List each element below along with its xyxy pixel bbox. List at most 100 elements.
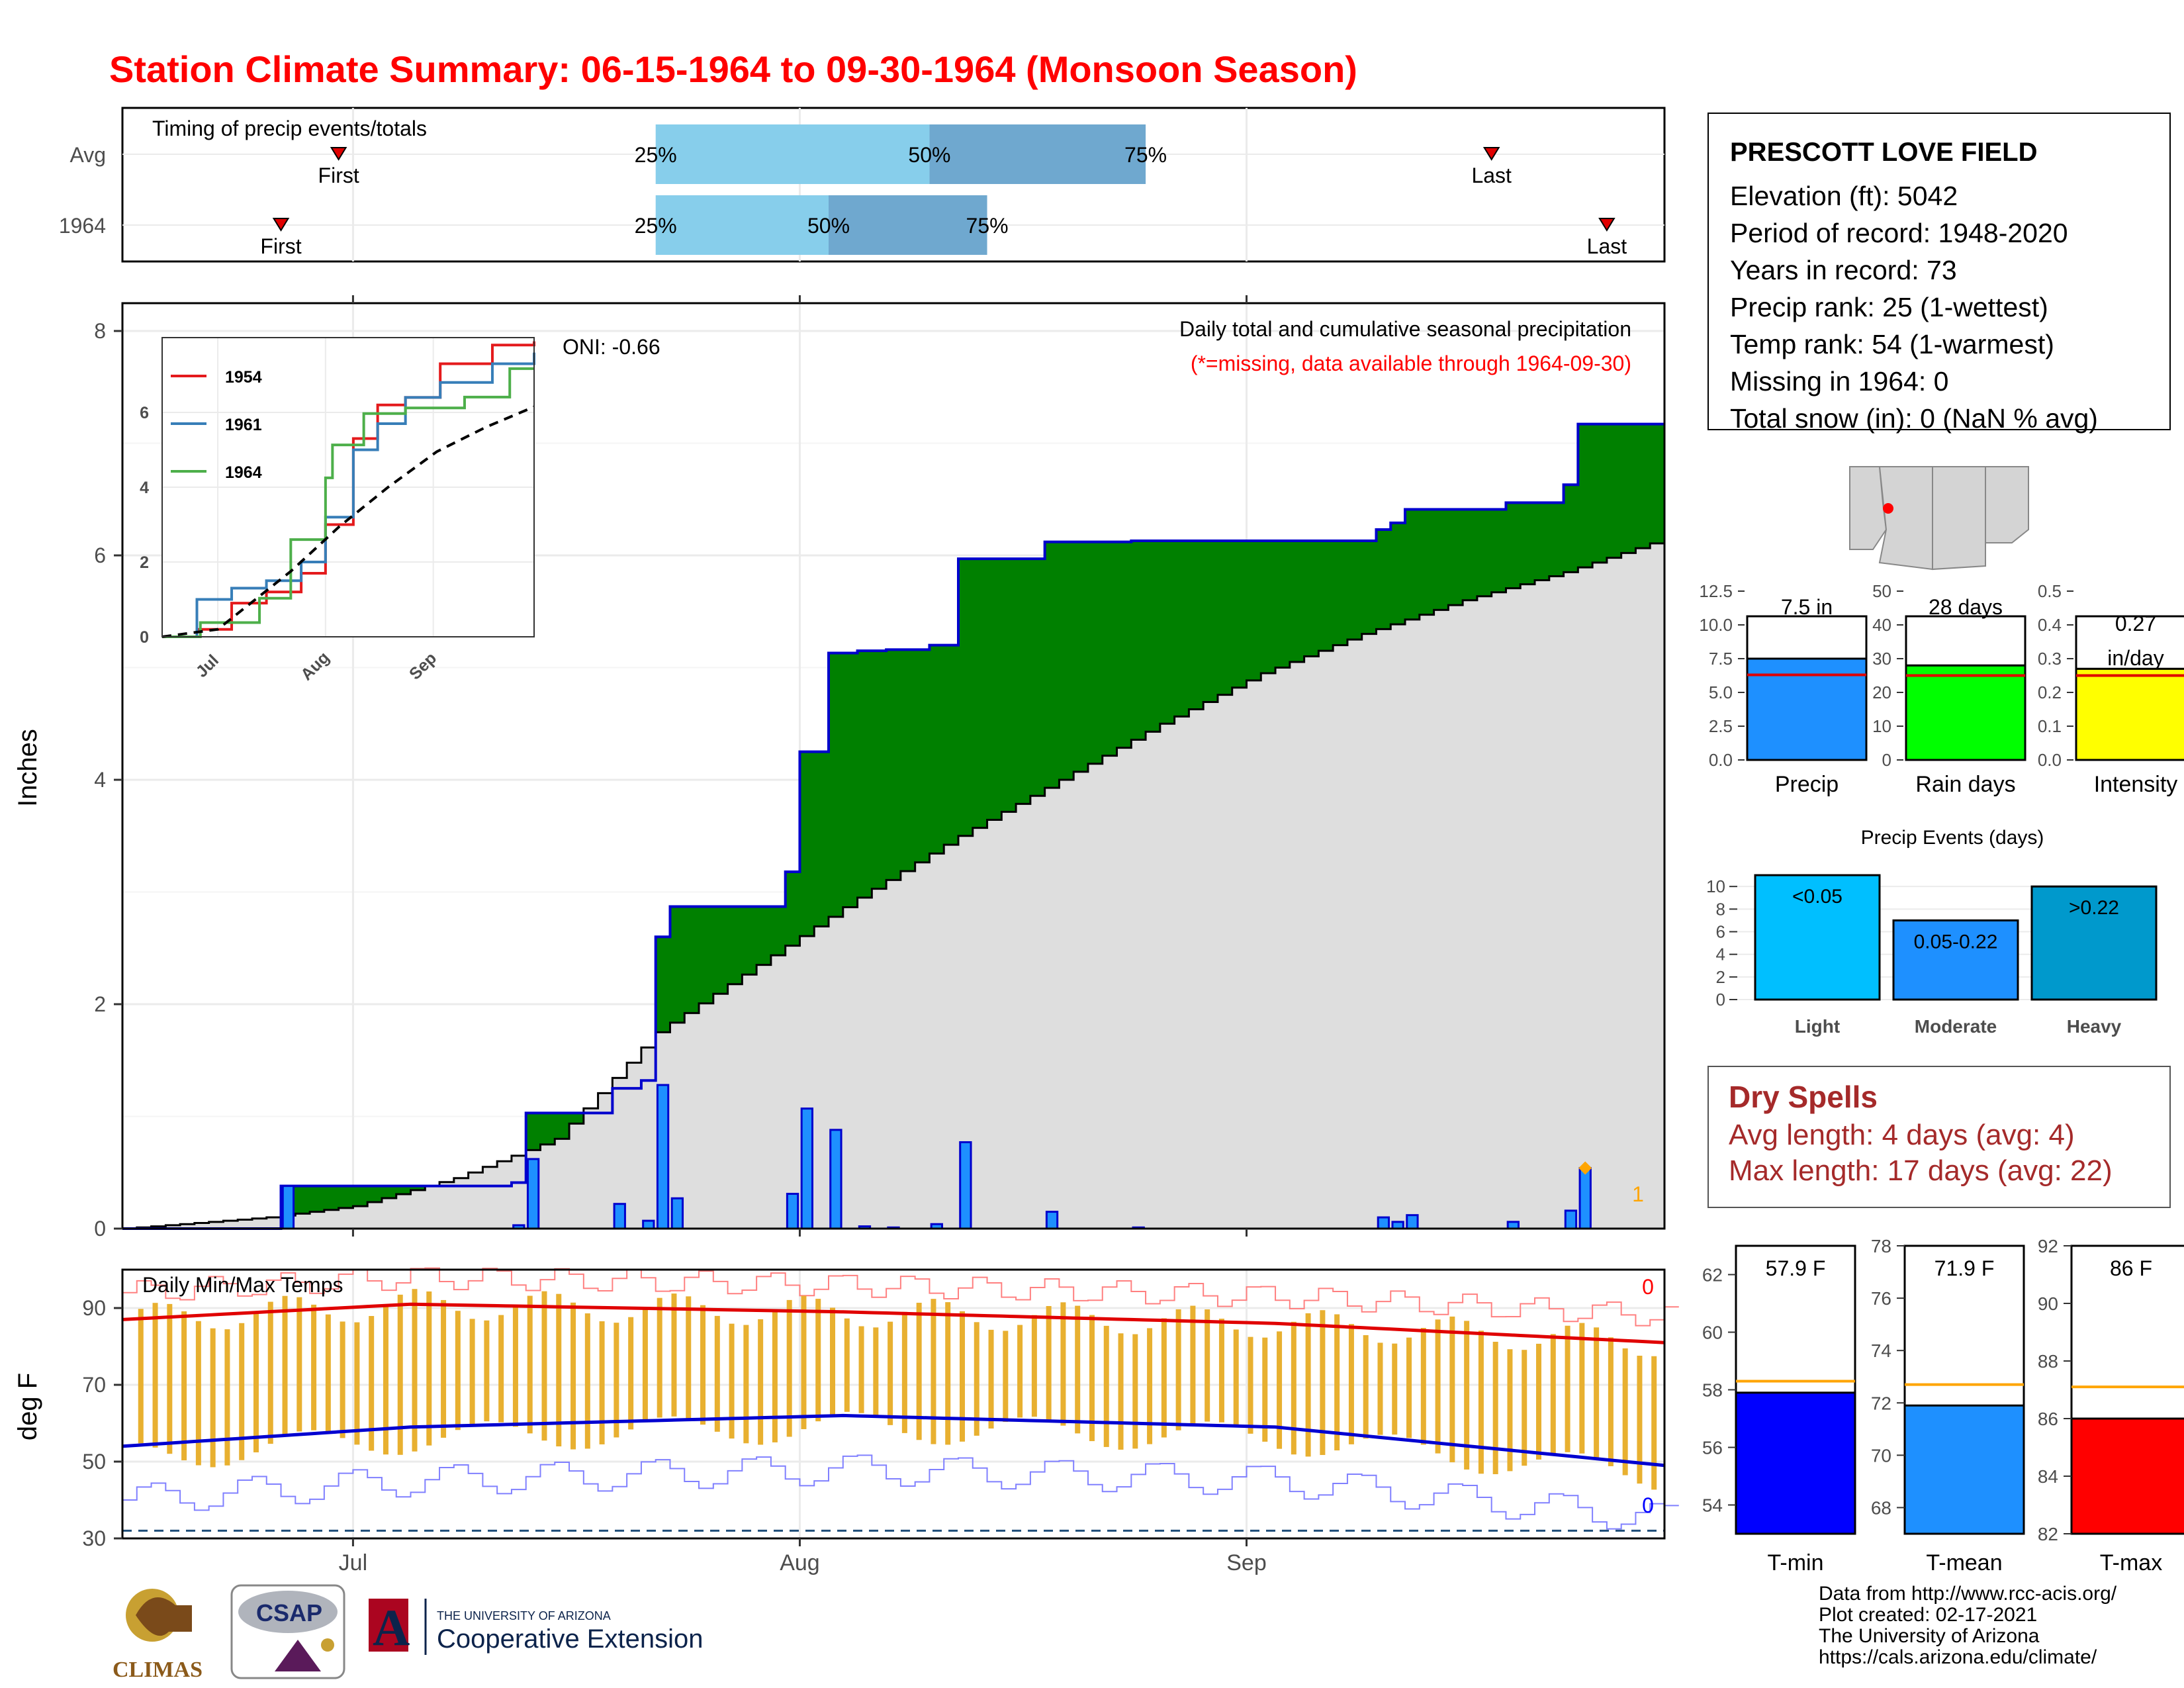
- temp-count-top: 0: [1642, 1275, 1654, 1299]
- inset-series-line: [162, 341, 535, 638]
- surplus-fill: [569, 1113, 584, 1124]
- daily-temp-bar: [700, 1305, 706, 1425]
- surplus-fill: [944, 645, 959, 845]
- surplus-fill: [1563, 485, 1578, 573]
- surplus-fill: [324, 1186, 340, 1210]
- temp-summary-y-tick: 68: [1871, 1497, 1891, 1518]
- timing-pct-label: 75%: [966, 214, 1009, 238]
- daily-temp-bar: [1017, 1325, 1023, 1418]
- first-label: First: [260, 234, 301, 258]
- surplus-fill: [1347, 540, 1363, 640]
- surplus-fill: [770, 906, 786, 956]
- summary-bar-name: Rain days: [1915, 772, 2015, 797]
- missing-marker: [1578, 1161, 1592, 1175]
- surplus-fill: [381, 1186, 397, 1198]
- daily-temp-bar: [584, 1313, 590, 1449]
- summary-bar: [1905, 664, 2026, 761]
- daily-temp-bar: [599, 1321, 605, 1444]
- daily-temp-bar: [354, 1322, 360, 1445]
- event-bar-label: >0.22: [2069, 897, 2119, 919]
- surplus-fill: [1549, 502, 1565, 577]
- surplus-fill: [310, 1186, 325, 1212]
- event-bar-label: 0.05-0.22: [1914, 931, 1998, 953]
- inset-series-line: [161, 405, 535, 638]
- surplus-fill: [886, 649, 901, 880]
- temp-count-bottom: 0: [1642, 1493, 1654, 1517]
- daily-temp-bar: [830, 1307, 836, 1415]
- surplus-fill: [1016, 559, 1031, 804]
- surplus-fill: [713, 906, 729, 994]
- surplus-fill: [555, 1113, 570, 1139]
- surplus-fill: [1535, 502, 1550, 581]
- temp-summary-y-tick: 88: [2038, 1351, 2058, 1372]
- daily-temp-bar: [959, 1311, 965, 1442]
- daily-temp-bar: [412, 1289, 418, 1452]
- surplus-fill: [915, 649, 931, 863]
- avg-cumulative-area: [122, 538, 1666, 1230]
- surplus-fill: [1318, 540, 1334, 651]
- daily-temp-bar: [1334, 1314, 1340, 1451]
- daily-precip-bar: [526, 1158, 540, 1230]
- temp-y-tick: 50: [82, 1450, 106, 1474]
- timing-bar-25-50: [655, 195, 829, 255]
- daily-precip-bar: [670, 1197, 684, 1230]
- daily-temp-bar: [484, 1320, 490, 1422]
- station-name: PRESCOTT LOVE FIELD: [1730, 138, 2038, 167]
- daily-temp-bar: [743, 1325, 749, 1444]
- surplus-fill: [1506, 502, 1521, 588]
- daily-temp-bar: [167, 1303, 173, 1454]
- temp-summary-y-tick: 74: [1871, 1340, 1891, 1361]
- daily-temp-bar: [181, 1311, 187, 1461]
- surplus-fill: [1520, 502, 1535, 585]
- surplus-fill: [1116, 541, 1132, 748]
- oni-label: ONI: -0.66: [563, 335, 660, 359]
- last-label: Last: [1471, 164, 1512, 187]
- daily-precip-bar: [800, 1107, 814, 1230]
- station-line: Period of record: 1948-2020: [1730, 218, 2068, 248]
- daily-temp-bar: [1363, 1335, 1369, 1439]
- summary-y-tick: 10.0: [1699, 615, 1733, 635]
- summary-bar-remainder: [1905, 615, 2026, 667]
- surplus-fill: [987, 559, 1002, 820]
- daily-temp-bar: [642, 1307, 648, 1423]
- temp-summary-y-tick: 84: [2038, 1466, 2058, 1487]
- timing-pct-label: 75%: [1124, 143, 1167, 167]
- daily-precip-bar: [613, 1203, 626, 1230]
- credits: Data from http://www.rcc-acis.org/ Plot …: [1819, 1583, 2116, 1668]
- surplus-fill: [1376, 530, 1391, 630]
- timing-pct-label: 50%: [807, 214, 850, 238]
- daily-temp-bar: [210, 1328, 216, 1468]
- daily-temp-bar: [1205, 1309, 1210, 1422]
- summary-bar-remainder: [1746, 615, 1868, 660]
- timing-bar-50-75: [929, 124, 1146, 184]
- daily-temp-bar: [1031, 1315, 1037, 1417]
- svg-text:A: A: [373, 1599, 410, 1656]
- daily-temp-bar: [1089, 1315, 1095, 1442]
- daily-temp-bar: [1536, 1343, 1542, 1460]
- daily-temp-bar: [657, 1297, 662, 1418]
- daily-temp-bar: [901, 1311, 907, 1433]
- daily-temp-bar: [1248, 1336, 1253, 1434]
- daily-precip-bar: [1045, 1211, 1059, 1230]
- surplus-fill: [814, 751, 829, 927]
- daily-temp-bar: [1348, 1324, 1354, 1444]
- temp-panel-label: Daily Min/Max Temps: [142, 1273, 343, 1297]
- credit-line: Plot created: 02-17-2021: [1819, 1604, 2038, 1626]
- daily-temp-bar: [1218, 1319, 1224, 1423]
- daily-precip-bar: [1578, 1166, 1592, 1230]
- surplus-fill: [1146, 540, 1161, 732]
- summary-y-tick: 10: [1872, 716, 1891, 736]
- daily-temp-bar: [311, 1304, 317, 1430]
- surplus-fill: [1333, 540, 1348, 645]
- timing-pct-label: 25%: [635, 143, 677, 167]
- summary-y-tick: 12.5: [1699, 581, 1733, 601]
- surplus-fill: [900, 649, 916, 872]
- daily-temp-bar: [369, 1316, 375, 1451]
- summary-bar-label: 28 days: [1929, 595, 2003, 619]
- inset-y-tick: 2: [140, 553, 149, 572]
- surplus-fill: [655, 937, 671, 1033]
- daily-temp-bar: [1175, 1309, 1181, 1430]
- daily-precip-bar: [1391, 1221, 1404, 1230]
- temp-summary-y-tick: 70: [1871, 1445, 1891, 1466]
